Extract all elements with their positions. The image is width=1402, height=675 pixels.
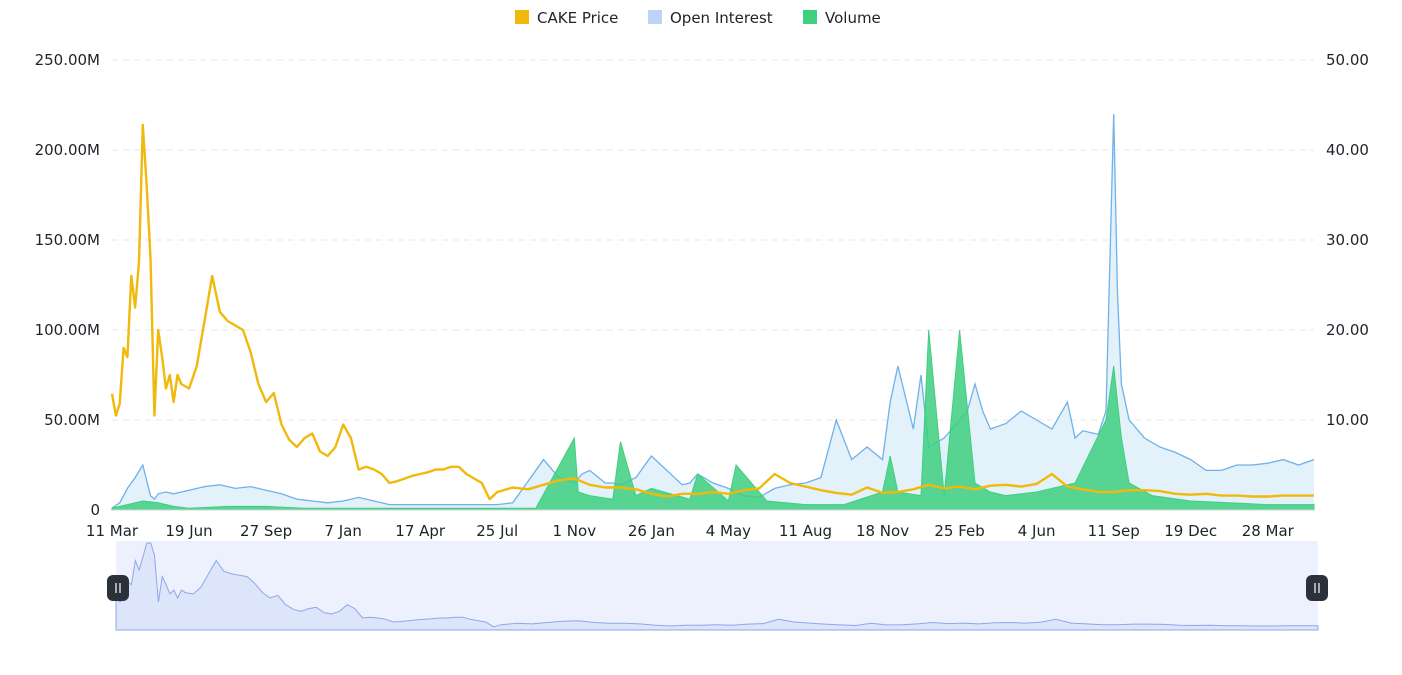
cake-price-line xyxy=(110,123,1314,501)
x-tick-label: 7 Jan xyxy=(324,522,361,540)
volume-area xyxy=(111,329,1315,511)
zoom-handle-right[interactable] xyxy=(1306,575,1328,601)
zoom-slider[interactable] xyxy=(107,541,1328,631)
legend-swatch-volume[interactable] xyxy=(803,10,817,24)
zoom-preview-area xyxy=(115,542,1319,631)
open-interest-line xyxy=(111,113,1315,509)
x-tick-label: 25 Feb xyxy=(934,522,984,540)
x-tick-label: 4 May xyxy=(706,522,751,540)
y-left-tick-label: 0 xyxy=(90,501,100,519)
legend-swatch-open-interest[interactable] xyxy=(648,10,662,24)
plot-area xyxy=(110,113,1315,511)
x-tick-label: 1 Nov xyxy=(553,522,597,540)
y-right-tick-label: 20.00 xyxy=(1326,321,1369,339)
x-tick-label: 28 Mar xyxy=(1242,522,1295,540)
legend-swatch-cake-price[interactable] xyxy=(515,10,529,24)
x-tick-label: 25 Jul xyxy=(476,522,518,540)
y-left-tick-label: 200.00M xyxy=(35,141,100,159)
y-axis-left: 0 50.00M 100.00M 150.00M 200.00M 250.00M xyxy=(35,51,100,519)
y-right-tick-label: 40.00 xyxy=(1326,141,1369,159)
x-tick-label: 17 Apr xyxy=(395,522,446,540)
y-axis-right: 10.00 20.00 30.00 40.00 50.00 xyxy=(1326,51,1369,429)
open-interest-area xyxy=(112,114,1314,510)
x-axis: 11 Mar 19 Jun 27 Sep 7 Jan 17 Apr 25 Jul 1 Nov… xyxy=(86,509,1314,540)
y-left-tick-label: 250.00M xyxy=(35,51,100,69)
x-tick-label: 18 Nov xyxy=(856,522,909,540)
x-tick-label: 19 Jun xyxy=(165,522,212,540)
grid-lines xyxy=(112,59,1314,421)
y-left-tick-label: 100.00M xyxy=(35,321,100,339)
y-right-tick-label: 30.00 xyxy=(1326,231,1369,249)
x-tick-label: 11 Aug xyxy=(779,522,832,540)
y-right-tick-label: 10.00 xyxy=(1326,411,1369,429)
legend-label-open-interest[interactable]: Open Interest xyxy=(670,9,773,27)
x-tick-label: 11 Mar xyxy=(86,522,139,540)
zoom-handle-left[interactable] xyxy=(107,575,129,601)
legend-label-volume[interactable]: Volume xyxy=(825,9,881,27)
x-tick-label: 11 Sep xyxy=(1088,522,1140,540)
y-left-tick-label: 150.00M xyxy=(35,231,100,249)
x-tick-label: 4 Jun xyxy=(1018,522,1056,540)
y-left-tick-label: 50.00M xyxy=(44,411,100,429)
legend[interactable]: CAKE Price Open Interest Volume xyxy=(515,9,881,27)
y-right-tick-label: 50.00 xyxy=(1326,51,1369,69)
x-tick-label: 27 Sep xyxy=(240,522,292,540)
x-tick-label: 26 Jan xyxy=(628,522,675,540)
x-tick-label: 19 Dec xyxy=(1164,522,1217,540)
legend-label-cake-price[interactable]: CAKE Price xyxy=(537,9,618,27)
